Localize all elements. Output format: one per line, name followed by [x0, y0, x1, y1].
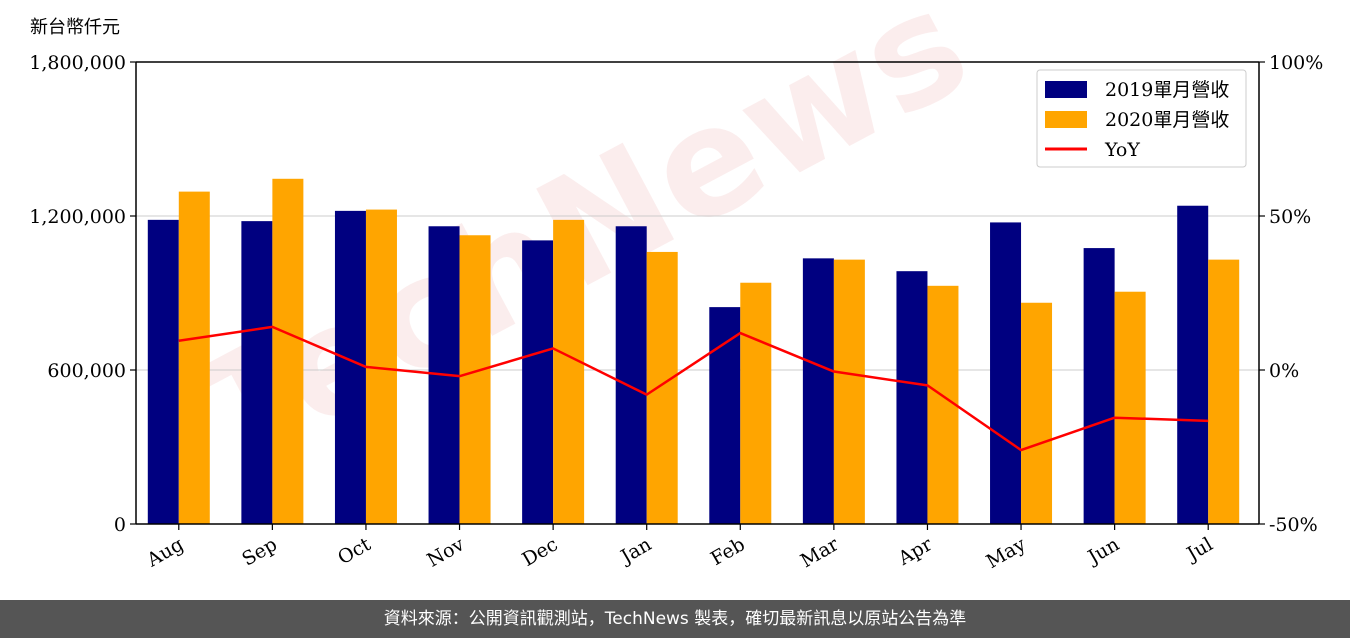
bar-2019 [147, 219, 179, 524]
x-tick-label: Sep [238, 533, 281, 570]
bar-2019 [615, 226, 647, 524]
bar-2020 [1021, 302, 1053, 524]
y-left-tick-label: 0 [114, 514, 126, 536]
y-left-tick-label: 1,800,000 [29, 52, 126, 74]
y-left-tick-label: 1,200,000 [29, 206, 126, 228]
bar-2020 [459, 235, 491, 524]
chart-area: TechNews 0 600,000 1,200,000 1,800,000 -50% 0%… [29, 0, 1323, 573]
bar-2020 [272, 178, 304, 525]
x-tick-label: May [983, 533, 1030, 573]
y-right-tick-label: -50% [1269, 514, 1318, 536]
bar-2019 [522, 240, 554, 524]
bar-2020 [927, 285, 959, 524]
bar-2019 [709, 307, 741, 524]
bar-2020 [1208, 259, 1240, 524]
bar-2019 [334, 210, 366, 524]
bar-2019 [990, 222, 1022, 524]
x-tick-label: Jun [1083, 533, 1124, 569]
legend-label: 2020單月營收 [1105, 109, 1229, 131]
x-tick-label: Apr [894, 533, 937, 570]
x-tick-label: Jan [615, 533, 655, 569]
revenue-chart: TechNews0600,0001,200,0001,800,000-50%0%… [29, 0, 1323, 573]
y-unit-label: 新台幣仟元 [30, 17, 120, 38]
bar-2019 [1083, 248, 1115, 525]
x-tick-label: Feb [707, 533, 749, 570]
bar-2019 [1177, 205, 1209, 524]
x-tick-label: Jul [1182, 533, 1217, 566]
bar-2020 [553, 219, 585, 524]
bar-2020 [646, 251, 678, 524]
x-tick-label: Dec [518, 533, 561, 571]
y-right-tick-label: 50% [1269, 206, 1311, 228]
bar-2019 [241, 221, 273, 524]
x-tick-label: Nov [423, 533, 468, 572]
bar-2019 [896, 271, 928, 524]
legend-swatch [1045, 111, 1087, 128]
y-right-tick-label: 0% [1269, 360, 1299, 382]
bar-2020 [833, 259, 865, 524]
bar-2020 [178, 191, 210, 524]
legend-box [1036, 69, 1247, 168]
y-left-tick-label: 600,000 [47, 360, 126, 382]
bar-2020 [1114, 291, 1146, 524]
y-right-tick-label: 100% [1269, 52, 1323, 74]
source-footer: 資料來源：公開資訊觀測站，TechNews 製表，確切最新訊息以原站公告為準 [0, 600, 1350, 638]
x-tick-label: Aug [142, 533, 187, 572]
yoy-line [178, 325, 1209, 452]
legend-label: YoY [1104, 139, 1140, 161]
bar-2019 [802, 258, 834, 524]
legend-swatch [1045, 81, 1087, 98]
bar-2020 [740, 282, 772, 524]
x-tick-label: Mar [797, 533, 843, 572]
x-tick-label: Oct [334, 533, 375, 569]
legend-label: 2019單月營收 [1105, 79, 1229, 101]
